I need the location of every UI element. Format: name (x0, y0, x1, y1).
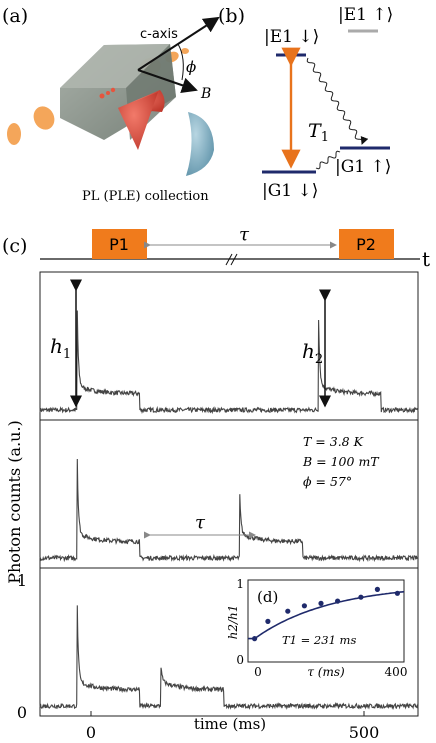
pulse-p1-label: P1 (109, 235, 129, 254)
param-temperature: T = 3.8 K (303, 434, 364, 449)
panel-c-label: (c) (2, 235, 27, 257)
y-axis-label: Photon counts (a.u.) (5, 420, 24, 584)
inset-data-point (394, 590, 400, 596)
trace-frame-bottom (39, 567, 419, 717)
pulse-sequence: (c) t P1 P2 τ (2, 224, 430, 271)
panel-b-label: (b) (218, 5, 245, 27)
inset-background (228, 574, 414, 682)
spin-relaxation-wavy (315, 150, 341, 170)
trace-panels: h1 h2 T = 3.8 K B = 100 mT ϕ = 57° τ Pho… (5, 271, 419, 742)
inset-x-tick-400: 400 (385, 665, 408, 679)
x-tick-500: 500 (349, 723, 380, 742)
b-field-arrow (137, 69, 198, 93)
inset-points (252, 586, 400, 642)
t1-label: T1 (308, 120, 329, 145)
x-tick-0: 0 (86, 723, 96, 742)
inset-y-tick-1: 1 (236, 577, 244, 591)
inset-data-point (301, 603, 307, 609)
trace-frame-top (39, 271, 419, 421)
inset-label: (d) (257, 588, 278, 606)
e1-up-label: |E1 ↑⟩ (338, 5, 393, 25)
decay-wavy-arrow (306, 57, 369, 145)
panel-b: (b) |E1 ↓⟩ |E1 ↑⟩ |G1 ↑⟩ |G1 ↓⟩ T1 (218, 5, 393, 201)
inset-y-label: h2/h1 (226, 605, 240, 640)
inset-data-point (285, 608, 291, 614)
tau-label-middle: τ (195, 512, 206, 533)
e1-down-label: |E1 ↓⟩ (264, 27, 319, 47)
pulse-p2 (339, 229, 394, 259)
inset-t1-text: T1 = 231 ms (282, 633, 356, 647)
pulse-p1 (92, 229, 147, 259)
c-axis-label: c-axis (140, 27, 178, 42)
inset-fit-curve (248, 590, 405, 640)
trace-line-middle (39, 458, 419, 563)
collection-lens (186, 112, 214, 176)
inset-data-point (358, 594, 364, 600)
time-axis-t: t (422, 247, 430, 271)
emission-cone-body (118, 92, 158, 150)
trace-line-bottom (39, 605, 419, 711)
param-angle: ϕ = 57° (303, 474, 352, 489)
inset-data-point (374, 586, 380, 593)
inset-data-point (252, 636, 258, 642)
phi-label: ϕ (186, 58, 196, 76)
panel-a-label: (a) (2, 5, 28, 27)
pulse-p2-label: P2 (356, 235, 376, 254)
phi-arc (177, 43, 184, 81)
h2-label: h2 (302, 339, 323, 367)
trace-line-top (39, 310, 419, 415)
y-tick-1: 1 (17, 571, 27, 590)
inset-y-tick-0: 0 (236, 653, 244, 667)
h1-label: h1 (50, 334, 71, 362)
y-tick-0: 0 (17, 703, 27, 722)
inset-d: (d) h2/h1 1 0 0 400 τ (ms) T1 = 231 ms (226, 574, 414, 682)
tau-label: τ (239, 224, 250, 245)
g1-down-label: |G1 ↓⟩ (262, 181, 318, 201)
axis-break (225, 253, 238, 266)
inset-data-point (265, 618, 271, 625)
param-field: B = 100 mT (302, 454, 380, 469)
inset-x-tick-0: 0 (254, 665, 262, 679)
inset-x-label: τ (ms) (307, 665, 345, 679)
g1-up-label: |G1 ↑⟩ (335, 157, 391, 177)
b-field-label: B (200, 86, 211, 102)
inset-frame (247, 579, 405, 663)
panel-a: (a) c-axis B ϕ PL (PLE) col (2, 5, 220, 204)
collection-label: PL (PLE) collection (82, 189, 209, 204)
inset-data-point (318, 600, 324, 607)
x-axis-label: time (ms) (194, 715, 266, 733)
inset-data-point (335, 598, 341, 604)
